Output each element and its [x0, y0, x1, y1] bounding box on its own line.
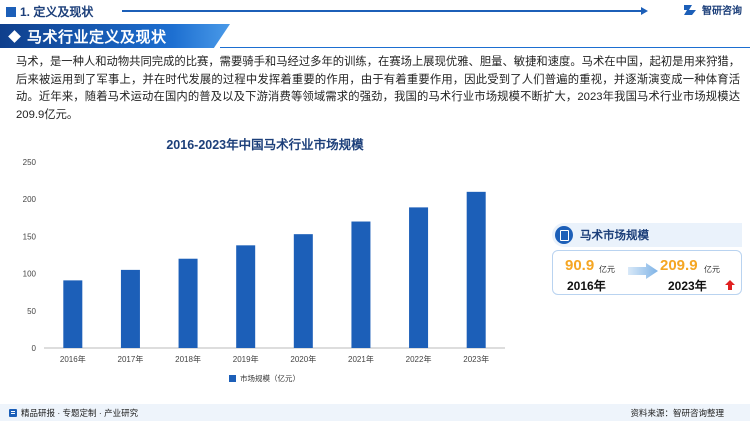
footer-tagline: 精品研报 · 专题定制 · 产业研究: [8, 407, 138, 419]
bar: [409, 207, 429, 348]
section-square-icon: [6, 6, 16, 17]
book-icon: [9, 409, 17, 417]
y-tick-label: 150: [23, 232, 37, 241]
banner-title: 马术行业定义及现状: [27, 28, 167, 46]
brand-logo: 智研咨询: [683, 2, 742, 17]
stat-card-header: 马术市场规模: [552, 223, 742, 247]
section-label-text: 1. 定义及现状: [20, 5, 94, 19]
chart-title: 2016-2023年中国马术行业市场规模: [166, 138, 364, 152]
x-tick-label: 2019年: [233, 354, 259, 364]
stat-to-year: 2023年: [668, 279, 707, 293]
x-tick-label: 2017年: [118, 354, 144, 364]
bar: [236, 245, 256, 348]
y-tick-label: 50: [27, 307, 36, 316]
y-tick-label: 0: [32, 344, 37, 353]
footer-tagline-text: 精品研报 · 专题定制 · 产业研究: [21, 408, 139, 418]
chart-legend: 市场规模（亿元）: [229, 373, 300, 384]
stat-to-unit: 亿元: [704, 265, 720, 274]
y-tick-label: 100: [23, 270, 37, 279]
x-tick-label: 2016年: [60, 354, 86, 364]
stat-card-title: 马术市场规模: [580, 230, 649, 242]
stat-from-value: 90.9: [565, 257, 595, 274]
growth-arrow-icon: [628, 263, 658, 279]
footer: 精品研报 · 专题定制 · 产业研究 资料来源：智研咨询整理: [0, 404, 750, 421]
bar: [120, 269, 140, 348]
stat-from-year: 2016年: [567, 279, 606, 293]
bar: [351, 221, 371, 348]
y-tick-label: 250: [23, 158, 37, 167]
legend-label: 市场规模（亿元）: [240, 374, 300, 383]
bar: [293, 234, 313, 348]
x-tick-label: 2018年: [175, 354, 201, 364]
x-tick-label: 2022年: [406, 354, 432, 364]
footer-source: 资料来源：智研咨询整理: [630, 408, 724, 418]
bar: [63, 280, 83, 348]
bar: [466, 191, 486, 348]
title-banner: 马术行业定义及现状: [0, 24, 230, 48]
y-tick-label: 200: [23, 195, 37, 204]
up-arrow-icon: [725, 280, 735, 290]
x-tick-label: 2020年: [290, 354, 316, 364]
stat-to-value: 209.9: [660, 257, 698, 274]
stat-from-unit: 亿元: [599, 265, 615, 274]
banner-underline: [220, 47, 750, 48]
document-icon: [555, 226, 573, 244]
brand-logo-text: 智研咨询: [702, 6, 742, 17]
section-label: 1. 定义及现状: [6, 3, 93, 20]
bar: [178, 258, 198, 348]
header-divider: [122, 7, 648, 15]
diamond-icon: [8, 29, 21, 43]
intro-paragraph: 马术，是一种人和动物共同完成的比赛，需要骑手和马经过多年的训练，在赛场上展现优雅…: [16, 56, 740, 121]
x-tick-label: 2023年: [463, 354, 489, 364]
legend-swatch: [229, 375, 236, 382]
bar-chart: 0 50 100 150 200 250 2016年 2017年 2018年 2019年 2020年…: [23, 158, 505, 364]
top-header: 1. 定义及现状 智研咨询: [0, 0, 750, 22]
brand-logo-icon: [684, 4, 696, 15]
x-tick-label: 2021年: [348, 354, 374, 364]
